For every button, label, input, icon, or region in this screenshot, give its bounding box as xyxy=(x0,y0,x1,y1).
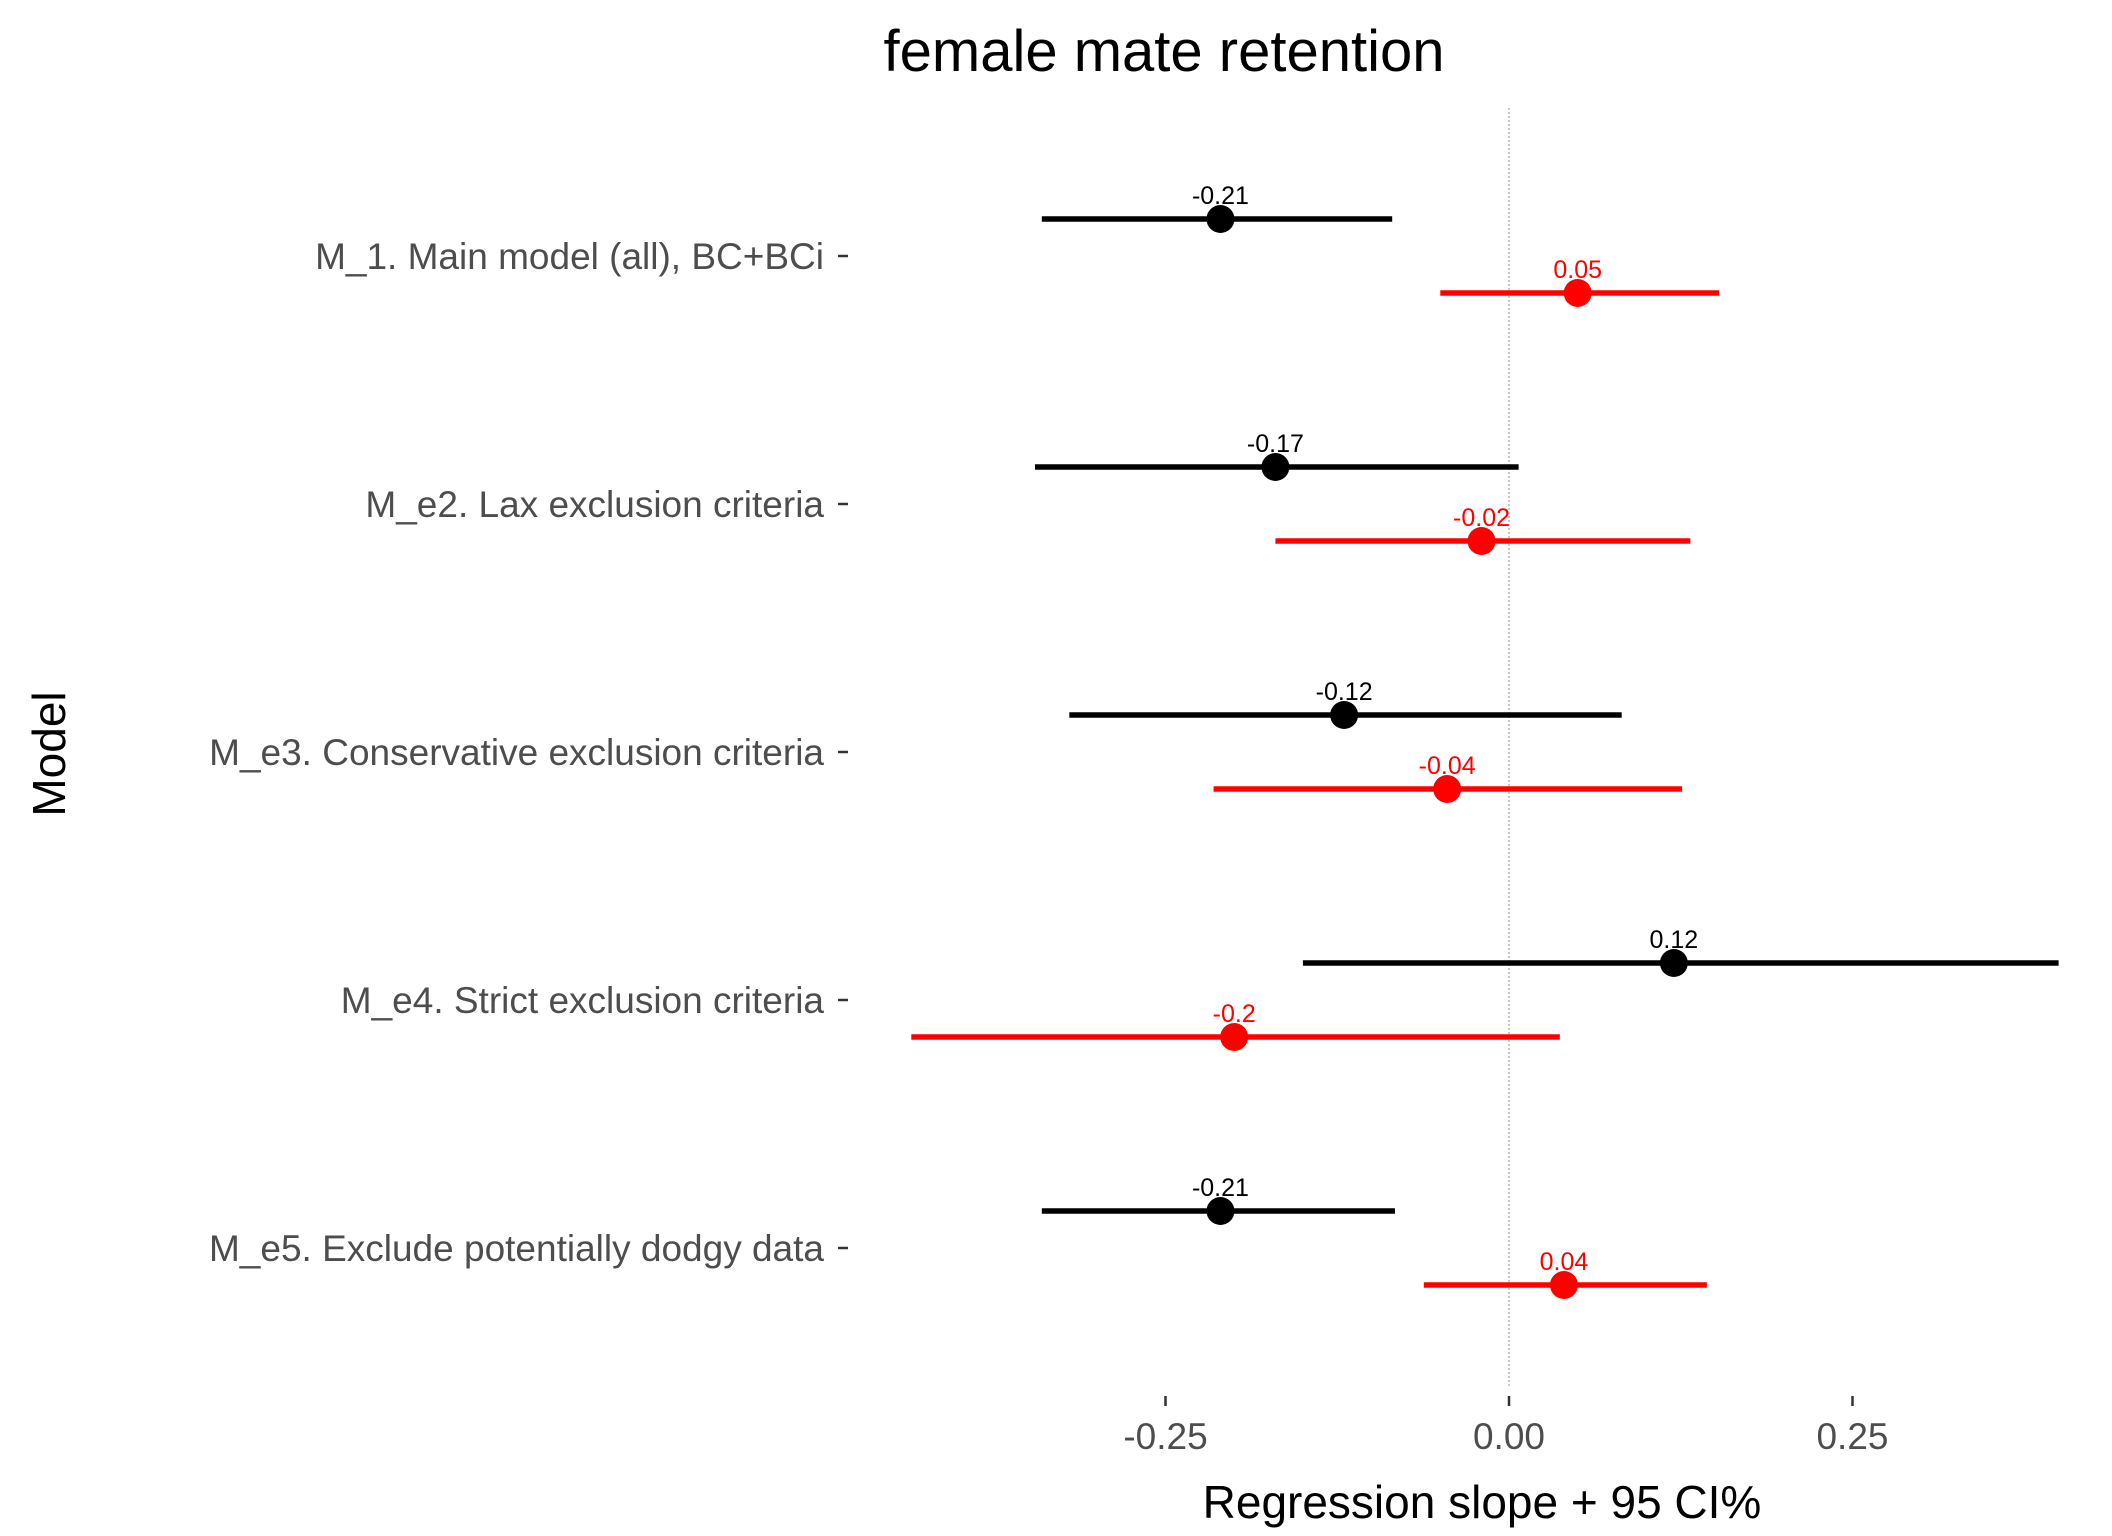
y-axis-title: Model xyxy=(23,691,75,816)
series-2: 0.05 -0.02 -0.04 -0.2 0.04 xyxy=(911,256,1720,1299)
estimate-point xyxy=(1467,527,1496,555)
data-label: 0.05 xyxy=(1553,256,1602,284)
estimate-point xyxy=(1659,949,1688,977)
chart-title: female mate retention xyxy=(884,19,1445,84)
x-tick-label: -0.25 xyxy=(1123,1416,1207,1457)
data-label: -0.21 xyxy=(1192,1174,1249,1202)
estimate-point xyxy=(1261,453,1290,481)
estimate-point xyxy=(1433,775,1462,803)
plot-area: -0.21-0.17-0.120.12-0.210.05-0.02-0.04-0… xyxy=(911,108,2059,1388)
data-label: -0.21 xyxy=(1192,182,1249,210)
y-tick-label: M_e5. Exclude potentially dodgy data xyxy=(209,1228,824,1269)
series-1: -0.21 -0.17 -0.12 0.12 -0.21 xyxy=(1034,182,2059,1225)
data-label: -0.04 xyxy=(1419,752,1476,780)
estimate-point xyxy=(1549,1271,1578,1299)
x-axis: -0.25 0.00 0.25 xyxy=(1123,1396,1889,1457)
data-label: 0.04 xyxy=(1540,1248,1589,1276)
data-label: -0.02 xyxy=(1453,504,1510,532)
estimate-point xyxy=(1563,279,1592,307)
y-axis: M_1. Main model (all), BC+BCi M_e2. Lax e… xyxy=(209,236,848,1269)
y-tick-label: M_1. Main model (all), BC+BCi xyxy=(315,236,824,277)
estimate-point xyxy=(1220,1023,1249,1051)
data-label: -0.2 xyxy=(1213,1000,1256,1028)
y-tick-label: M_e4. Strict exclusion criteria xyxy=(341,980,825,1021)
x-tick-label: 0.00 xyxy=(1473,1416,1545,1457)
data-label: 0.12 xyxy=(1650,926,1699,954)
estimate-point xyxy=(1206,205,1235,233)
estimate-point xyxy=(1330,701,1359,729)
x-axis-title: Regression slope + 95 CI% xyxy=(1203,1476,1762,1528)
x-tick-label: 0.25 xyxy=(1816,1416,1888,1457)
data-label: -0.12 xyxy=(1316,678,1373,706)
estimate-point xyxy=(1206,1197,1235,1225)
y-tick-label: M_e2. Lax exclusion criteria xyxy=(365,484,824,525)
data-label: -0.17 xyxy=(1247,430,1304,458)
y-tick-label: M_e3. Conservative exclusion criteria xyxy=(209,732,824,773)
